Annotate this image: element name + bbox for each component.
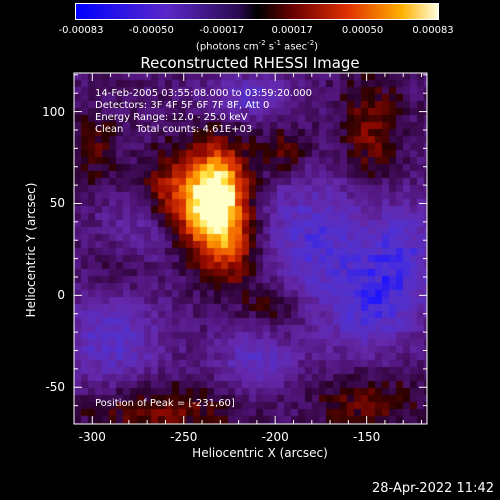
y-tick-label: 100: [42, 104, 65, 119]
y-tick-label: 0: [57, 288, 65, 303]
y-tick-label: -50: [45, 380, 65, 395]
annotation-peak: Position of Peak = [-231,60]: [95, 398, 235, 409]
y-axis-label: Heliocentric Y (arcsec): [24, 182, 38, 318]
x-tick-label: -300: [78, 430, 106, 444]
x-tick-label: -200: [261, 430, 289, 444]
colorbar-tick-label: -0.00050: [128, 25, 174, 36]
annotation-clean: Clean Total counts: 4.61E+03: [95, 124, 253, 135]
colorbar-tick-label: 0.00083: [412, 25, 454, 36]
colorbar-tick-label: -0.00017: [199, 25, 245, 36]
x-tick-label: -150: [353, 430, 381, 444]
annotation-time-range: 14-Feb-2005 03:55:08.000 to 03:59:20.000: [95, 88, 313, 99]
chart-title: Reconstructed RHESSI Image: [140, 54, 360, 72]
colorbar-tick-label: -0.00083: [58, 25, 104, 36]
x-tick-label: -250: [170, 430, 198, 444]
timestamp: 28-Apr-2022 11:42: [372, 481, 494, 496]
colorbar-unit-label: (photons cm-2 s-1 asec-2): [195, 39, 319, 53]
colorbar-tick-label: 0.00050: [341, 25, 384, 36]
y-tick-label: 50: [49, 196, 65, 211]
colorbar-tick-label: 0.00017: [271, 25, 313, 36]
x-axis-label: Heliocentric X (arcsec): [192, 446, 328, 460]
colorbar-gradient: [75, 3, 439, 20]
annotation-energy: Energy Range: 12.0 - 25.0 keV: [95, 112, 248, 123]
annotation-detectors: Detectors: 3F 4F 5F 6F 7F 8F, Att 0: [95, 100, 270, 111]
